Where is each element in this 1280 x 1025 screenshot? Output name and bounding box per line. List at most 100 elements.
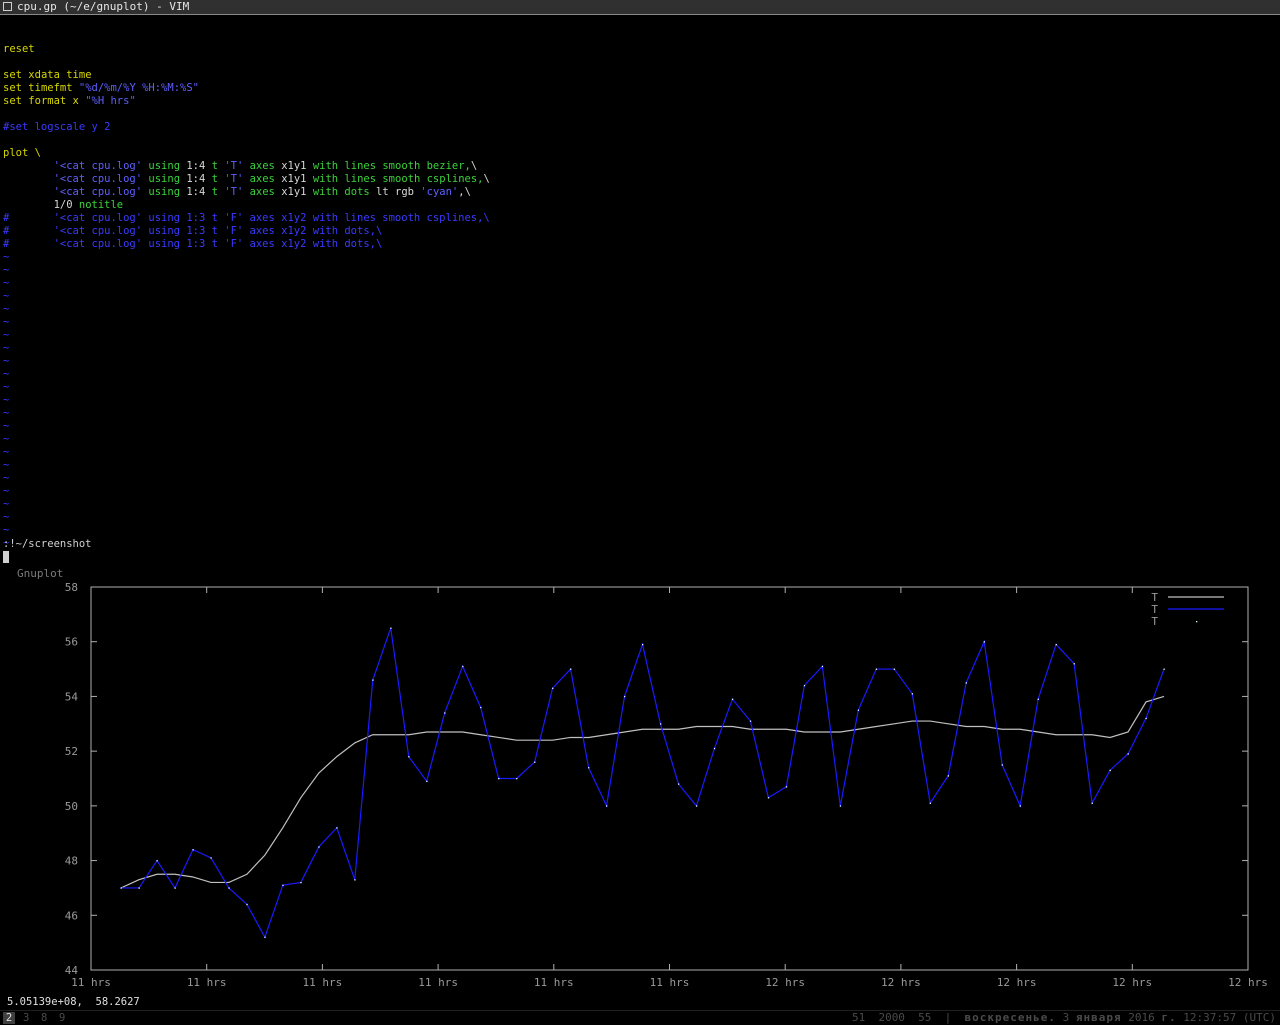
empty-line-tilde: ~ (3, 251, 10, 263)
workspace-8[interactable]: 8 (41, 1012, 48, 1024)
y-tick-label: 44 (65, 964, 79, 977)
data-dot (965, 682, 967, 684)
window-titlebar: cpu.gp (~/e/gnuplot) - VIM (0, 0, 1280, 15)
code-token: 1:4 (186, 173, 206, 185)
data-dot (893, 668, 896, 670)
editor-line[interactable]: # '<cat cpu.log' using 1:3 t 'F' axes x1… (0, 225, 1280, 238)
x-tick-label: 11 hrs (187, 976, 227, 989)
code-token: plot \ (3, 147, 41, 159)
data-dot (246, 903, 248, 906)
empty-line-tilde: ~ (3, 407, 10, 419)
data-dot (498, 778, 500, 780)
empty-line-tilde: ~ (3, 420, 10, 432)
empty-line-tilde: ~ (3, 524, 10, 536)
editor-line[interactable] (0, 30, 1280, 43)
legend-swatch-dot (1196, 621, 1198, 623)
editor-line[interactable] (0, 134, 1280, 147)
editor-line[interactable]: reset (0, 43, 1280, 56)
editor-line[interactable] (0, 56, 1280, 69)
data-dot (354, 879, 356, 881)
x-tick-label: 12 hrs (997, 976, 1037, 989)
code-token: "%d/%m/%Y %H:%M:%S" (78, 82, 199, 94)
editor-line[interactable]: #set logscale y 2 (0, 121, 1280, 134)
data-dot (1037, 698, 1039, 700)
plot-border (90, 586, 1249, 971)
y-tick-label: 46 (65, 909, 78, 922)
empty-line-tilde: ~ (3, 342, 10, 354)
code-token: '<cat cpu.log' (53, 160, 143, 172)
code-token: with lines smooth bezier, (306, 160, 471, 172)
code-token: t (205, 186, 225, 198)
data-dot (516, 778, 518, 780)
code-token: # '<cat cpu.log' using 1:3 t 'F' axes x1… (3, 238, 383, 250)
editor-line[interactable]: plot \ (0, 147, 1280, 160)
empty-line-tilde: ~ (3, 433, 10, 445)
system-info: 51 2000 55 | воскресенье. 3 января 2016 … (852, 1012, 1276, 1024)
x-tick-label: 11 hrs (418, 976, 458, 989)
editor-line[interactable]: set format x "%H hrs" (0, 95, 1280, 108)
data-dot (426, 780, 428, 783)
workspace-2[interactable]: 2 (3, 1012, 15, 1024)
code-token (3, 173, 54, 185)
editor-line[interactable]: '<cat cpu.log' using 1:4 t 'T' axes x1y1… (0, 173, 1280, 186)
code-token: x1y1 (281, 186, 307, 198)
code-token: # '<cat cpu.log' using 1:3 t 'F' axes x1… (3, 225, 383, 237)
code-token: set (3, 82, 29, 94)
editor-line[interactable]: '<cat cpu.log' using 1:4 t 'T' axes x1y1… (0, 160, 1280, 173)
code-token: 'cyan' (420, 186, 459, 198)
empty-line-tilde: ~ (3, 329, 10, 341)
workspace-9[interactable]: 9 (59, 1012, 66, 1024)
x-tick-label: 11 hrs (650, 976, 690, 989)
editor-line[interactable]: set xdata time (0, 69, 1280, 82)
code-token: ,\ (458, 186, 471, 198)
editor-line[interactable]: # '<cat cpu.log' using 1:3 t 'F' axes x1… (0, 238, 1280, 251)
empty-line-tilde: ~ (3, 381, 10, 393)
editor-line[interactable]: '<cat cpu.log' using 1:4 t 'T' axes x1y1… (0, 186, 1280, 199)
x-tick-label: 12 hrs (881, 976, 921, 989)
editor-line[interactable]: # '<cat cpu.log' using 1:3 t 'F' axes x1… (0, 212, 1280, 225)
series-line-0 (120, 695, 1165, 889)
data-dot (552, 687, 554, 690)
window-title: cpu.gp (~/e/gnuplot) - VIM (17, 0, 190, 13)
vim-command-line[interactable]: :!~/screenshot (3, 538, 92, 550)
data-dot (731, 698, 734, 700)
y-tick-label: 54 (65, 690, 79, 703)
gnuplot-window[interactable]: 44 46 48 50 52 54 56 58 11 hrs 11 hrs 11 hrs 11 hrs… (0, 580, 1280, 1010)
editor-line[interactable] (0, 108, 1280, 121)
empty-line-tilde: ~ (3, 277, 10, 289)
data-dot (749, 720, 752, 722)
editor-line[interactable]: set timefmt "%d/%m/%Y %H:%M:%S" (0, 82, 1280, 95)
data-dot (174, 887, 176, 889)
data-dot (480, 706, 482, 709)
empty-line-tilde: ~ (3, 498, 10, 510)
data-dot (695, 805, 698, 807)
data-dot (336, 827, 338, 829)
code-token: \ (483, 173, 490, 185)
code-token: axes (243, 186, 282, 198)
y-tick-label: 56 (65, 636, 78, 649)
data-dot (534, 761, 536, 763)
workspace-3[interactable]: 3 (23, 1012, 30, 1024)
data-dot (264, 936, 266, 938)
data-dot (677, 783, 680, 785)
code-token: '<cat cpu.log' (53, 173, 143, 185)
data-dot (570, 668, 572, 670)
legend-label: T (1151, 603, 1158, 616)
sysinfo-date: 3 (1056, 1011, 1076, 1024)
window-icon[interactable] (3, 2, 12, 11)
data-dot (1109, 769, 1111, 772)
code-token: "%H hrs" (85, 95, 136, 107)
data-dot (120, 887, 122, 889)
mouse-coordinate-readout: 5.05139e+08, 58.2627 (7, 996, 140, 1008)
data-dot (803, 684, 806, 687)
vim-editor-buffer[interactable]: reset set xdata time set timefmt "%d/%m/%Y… (0, 30, 1280, 550)
data-dot (228, 887, 230, 889)
code-token: \ (470, 160, 478, 172)
code-token: '<cat cpu.log' (53, 186, 143, 198)
code-token: lt rgb (376, 186, 421, 198)
data-dot (983, 641, 985, 643)
data-dot (444, 712, 446, 714)
empty-line-tilde: ~ (3, 537, 10, 549)
data-dot (947, 775, 950, 777)
editor-line[interactable]: 1/0 notitle (0, 199, 1280, 212)
